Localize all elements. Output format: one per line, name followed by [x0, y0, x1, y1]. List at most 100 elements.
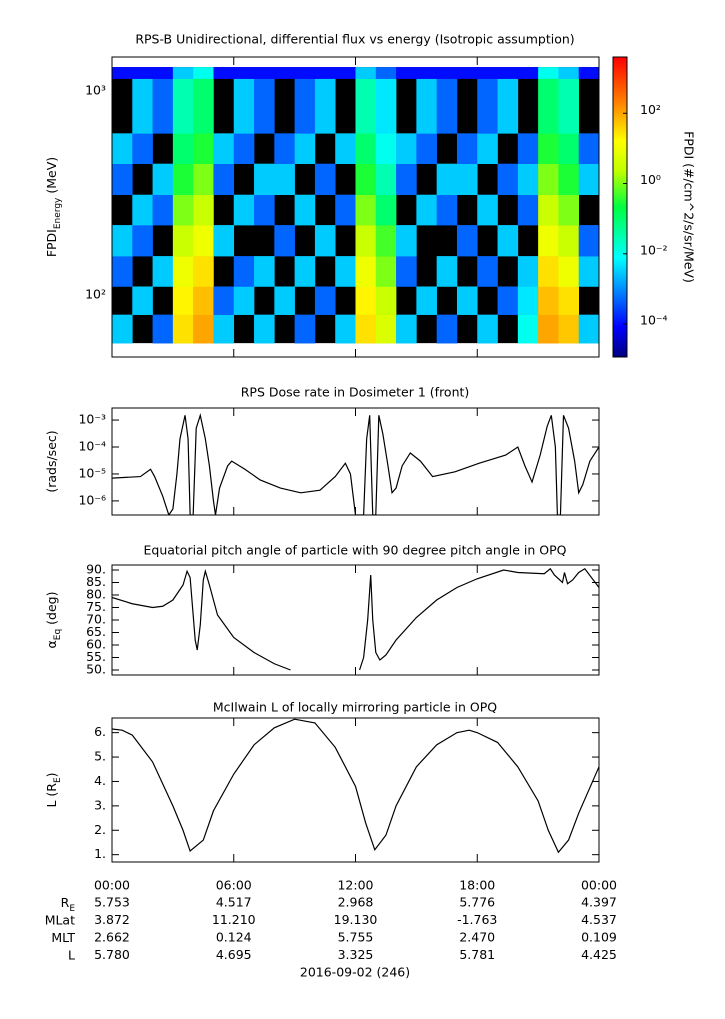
y-tick-label: 50.: [86, 662, 106, 677]
heatmap-cell: [436, 67, 458, 79]
chart-title: RPS Dose rate in Dosimeter 1 (front): [241, 385, 470, 400]
y-tick-label: 90.: [86, 562, 106, 577]
heatmap-cell: [355, 314, 377, 344]
heatmap-cell: [436, 78, 458, 134]
heatmap-cell: [233, 286, 255, 315]
heatmap-cell: [375, 256, 397, 287]
heatmap-cell: [375, 225, 397, 257]
heatmap-cell: [254, 314, 275, 344]
ephemeris-value: 2.662: [94, 930, 130, 945]
heatmap-cell: [355, 194, 377, 226]
heatmap-cell: [112, 314, 133, 344]
heatmap-cell: [172, 194, 194, 226]
heatmap-cell: [355, 163, 377, 196]
heatmap-cell: [477, 67, 498, 79]
heatmap-cell: [132, 194, 153, 226]
colorbar: [612, 56, 628, 358]
heatmap-cell: [112, 163, 133, 196]
heatmap-cell: [538, 133, 559, 165]
heatmap-cell: [477, 256, 498, 287]
x-tick-label: 00:00: [581, 878, 617, 893]
heatmap-cell: [477, 78, 498, 134]
ephemeris-value: 4.397: [581, 895, 617, 910]
heatmap-cell: [355, 225, 377, 257]
ephemeris-value: 5.755: [338, 930, 374, 945]
ephemeris-value: 3.325: [338, 947, 374, 962]
ephemeris-value: 4.425: [581, 947, 617, 962]
heatmap-cell: [172, 286, 194, 315]
heatmap-cell: [112, 225, 133, 257]
y-tick-label: 70.: [86, 612, 106, 627]
heatmap-cell: [213, 133, 235, 165]
heatmap-cell: [456, 286, 478, 315]
x-tick-label: 00:00: [94, 878, 130, 893]
data-line: [112, 412, 599, 515]
heatmap-cell: [497, 225, 519, 257]
heatmap-cell: [274, 163, 295, 196]
heatmap-cell: [152, 194, 174, 226]
heatmap-cell: [355, 133, 377, 165]
y-tick-label: 85.: [86, 574, 106, 589]
colorbar-tick-label: 10⁻²: [640, 242, 668, 257]
heatmap-cell: [456, 163, 478, 196]
heatmap-cell: [193, 256, 214, 287]
heatmap-cell: [538, 314, 559, 344]
heatmap-cell: [375, 194, 397, 226]
heatmap-cell: [578, 67, 599, 79]
heatmap-cell: [233, 78, 255, 134]
heatmap-cell: [314, 286, 336, 315]
row-label-sub: E: [69, 904, 75, 914]
row-label-text: MLat: [45, 912, 75, 927]
heatmap-cell: [538, 67, 559, 79]
heatmap-cell: [274, 286, 295, 315]
y-tick-label: 10⁻⁶: [78, 492, 106, 507]
heatmap-cell: [396, 67, 417, 79]
heatmap-cell: [172, 225, 194, 257]
y-tick-label: 10⁻⁵: [78, 465, 106, 480]
heatmap-cell: [558, 314, 580, 344]
heatmap-cell: [396, 225, 417, 257]
y-tick-label: 60.: [86, 637, 106, 652]
row-label-text: MLT: [51, 930, 75, 945]
heatmap-cell: [396, 133, 417, 165]
heatmap-cell: [335, 256, 356, 287]
heatmap-cell: [517, 194, 539, 226]
ephemeris-value: 5.781: [459, 947, 495, 962]
heatmap-cell: [112, 133, 133, 165]
heatmap-cell: [172, 256, 194, 287]
heatmap-cell: [517, 67, 539, 79]
heatmap-cell: [132, 133, 153, 165]
y-tick-label: 2.: [94, 822, 106, 837]
heatmap-cell: [375, 286, 397, 315]
ephemeris-value: 4.517: [216, 895, 252, 910]
plot-area: [112, 718, 599, 854]
y-label-sub: Energy: [53, 197, 63, 229]
heatmap-cell: [477, 133, 498, 165]
heatmap-cell: [274, 225, 295, 257]
ephemeris-value: 5.780: [94, 947, 130, 962]
y-tick-label: 1.: [94, 846, 106, 861]
y-axis-label: FPDIEnergy (MeV): [44, 157, 63, 257]
heatmap-cell: [233, 256, 255, 287]
heatmap-cell: [558, 256, 580, 287]
heatmap-cell: [172, 163, 194, 196]
heatmap-cell: [152, 78, 174, 134]
heatmap-cell: [213, 225, 235, 257]
heatmap-cell: [294, 256, 316, 287]
y-tick-label: 3.: [94, 797, 106, 812]
y-label-sub: E: [53, 777, 63, 783]
heatmap-cell: [538, 256, 559, 287]
heatmap-cell: [193, 67, 214, 79]
y-tick-label: 4.: [94, 773, 106, 788]
y-label-after: (MeV): [44, 157, 59, 198]
heatmap-cell: [578, 163, 599, 196]
data-line: [112, 718, 599, 854]
x-tick-label: 18:00: [459, 878, 495, 893]
heatmap-cell: [558, 225, 580, 257]
heatmap-cell: [294, 67, 316, 79]
heatmap-cell: [538, 286, 559, 315]
heatmap-cell: [254, 194, 275, 226]
ephemeris-value: 2.968: [338, 895, 374, 910]
heatmap-cell: [254, 78, 275, 134]
